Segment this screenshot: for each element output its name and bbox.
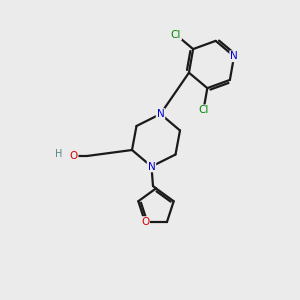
Text: N: N xyxy=(230,51,238,61)
Text: Cl: Cl xyxy=(171,30,181,40)
Text: O: O xyxy=(141,217,149,227)
Text: H: H xyxy=(55,149,62,160)
Text: N: N xyxy=(148,161,155,172)
Text: O: O xyxy=(69,151,78,161)
Text: N: N xyxy=(157,109,164,119)
Text: Cl: Cl xyxy=(198,105,208,115)
